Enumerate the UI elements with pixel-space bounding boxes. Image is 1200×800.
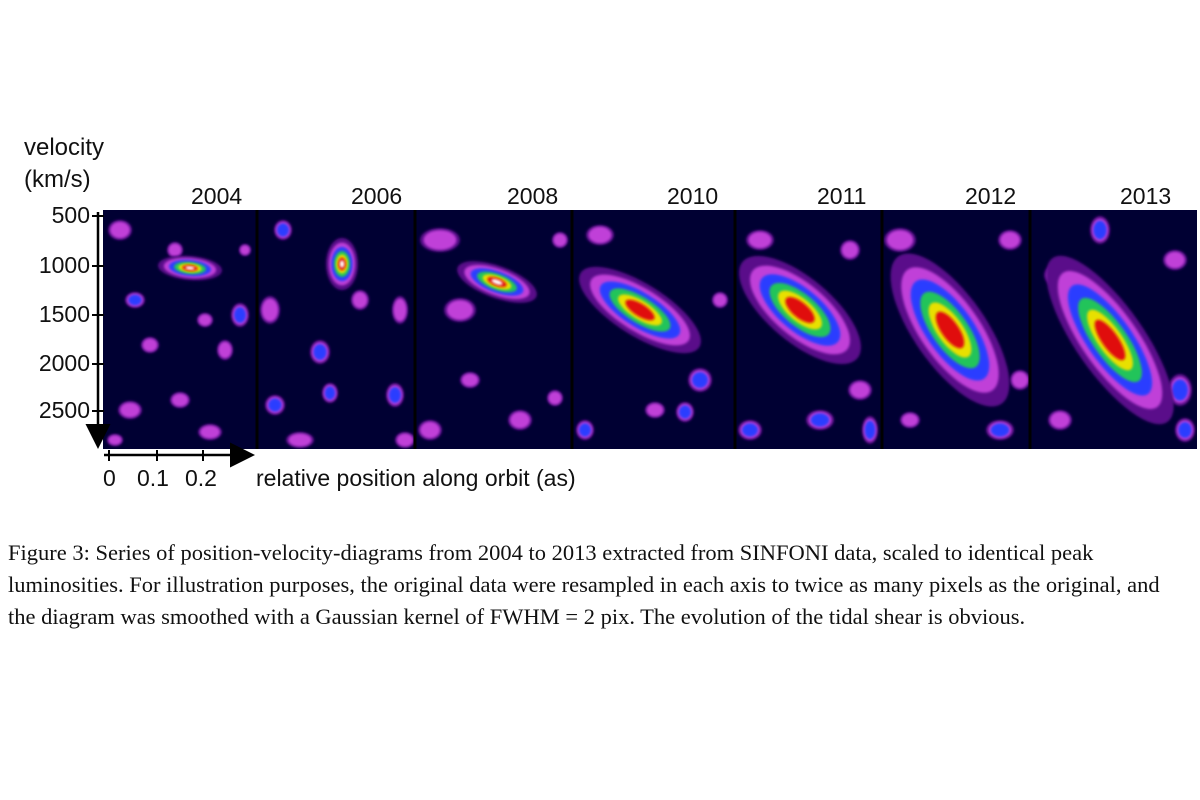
emission-contour xyxy=(461,373,479,387)
emission-contour xyxy=(841,241,859,259)
emission-contour xyxy=(120,402,140,418)
pv-panel xyxy=(572,210,735,449)
emission-contour xyxy=(901,413,919,427)
emission-contour xyxy=(510,411,530,429)
x-tick-label: 0 xyxy=(103,465,116,491)
emission-contour xyxy=(1178,422,1192,438)
emission-contour xyxy=(692,372,708,388)
emission-contour xyxy=(850,381,870,399)
emission-contour xyxy=(313,344,327,360)
emission-contour xyxy=(579,423,591,437)
pv-panel xyxy=(735,210,882,449)
y-tick-marks xyxy=(92,215,104,412)
emission-contour xyxy=(1165,251,1185,269)
emission-contour xyxy=(171,393,189,407)
emission-contour xyxy=(108,435,122,445)
y-axis-label-line1: velocity xyxy=(24,134,105,161)
emission-contour xyxy=(625,299,655,321)
y-tick-label: 2000 xyxy=(38,350,90,376)
emission-contour xyxy=(864,420,876,440)
emission-contour xyxy=(1172,379,1188,401)
emission-contour xyxy=(1093,220,1107,240)
y-tick-label: 1500 xyxy=(38,301,90,327)
emission-contour xyxy=(423,230,457,250)
emission-contour xyxy=(420,421,440,439)
emission-contour xyxy=(168,243,182,257)
emission-contour xyxy=(1000,231,1020,249)
emission-contour xyxy=(886,230,914,250)
emission-contour xyxy=(185,266,195,270)
emission-contour xyxy=(491,279,503,285)
x-tick-label: 0.1 xyxy=(137,465,169,491)
emission-contour xyxy=(935,311,965,349)
panel-year-label: 2008 xyxy=(507,183,559,209)
emission-contour xyxy=(785,297,815,323)
pv-panel xyxy=(1030,210,1197,449)
emission-contour xyxy=(1094,319,1126,361)
emission-contour xyxy=(810,413,830,427)
emission-contour xyxy=(396,433,414,447)
panel-year-label: 2006 xyxy=(351,183,403,209)
emission-contour xyxy=(446,300,474,320)
emission-contour xyxy=(142,338,158,352)
emission-contour xyxy=(713,293,727,307)
panel-year-label: 2012 xyxy=(965,183,1017,209)
x-tick-label: 0.2 xyxy=(185,465,217,491)
emission-contour xyxy=(990,423,1010,437)
emission-contour xyxy=(218,341,232,359)
emission-contour xyxy=(742,423,758,437)
panel-year-label: 2004 xyxy=(191,183,243,209)
emission-contour xyxy=(234,307,246,323)
emission-contour xyxy=(261,298,279,322)
emission-contour xyxy=(268,398,282,412)
emission-contour xyxy=(110,221,130,239)
emission-contour xyxy=(277,223,289,237)
pv-panel xyxy=(415,210,572,449)
panel-year-label: 2010 xyxy=(667,183,719,209)
emission-contour xyxy=(324,386,336,400)
panel-year-label: 2013 xyxy=(1120,183,1172,209)
y-tick-label: 1000 xyxy=(38,252,90,278)
y-tick-label: 2500 xyxy=(38,397,90,423)
y-tick-label: 500 xyxy=(51,202,90,228)
emission-contour xyxy=(339,260,345,268)
emission-contour xyxy=(393,298,407,322)
figure-caption: Figure 3: Series of position-velocity-di… xyxy=(8,540,1160,629)
emission-contour xyxy=(748,231,772,249)
emission-contour xyxy=(352,291,368,309)
pv-panel xyxy=(882,210,1030,449)
emission-contour xyxy=(389,387,401,403)
emission-contour xyxy=(198,314,212,326)
emission-contour xyxy=(288,433,312,447)
emission-contour xyxy=(553,233,567,247)
emission-contour xyxy=(128,294,142,306)
emission-contour xyxy=(240,245,250,255)
emission-contour xyxy=(1011,371,1029,389)
emission-contour xyxy=(588,226,612,244)
x-tick-marks xyxy=(108,450,204,461)
pv-panel xyxy=(103,210,257,449)
emission-contour xyxy=(679,405,691,419)
emission-contour xyxy=(548,391,562,405)
position-velocity-panels xyxy=(85,210,1197,468)
panel-year-label: 2011 xyxy=(817,183,867,209)
emission-contour xyxy=(646,403,664,417)
emission-contour xyxy=(200,425,220,439)
x-axis-label: relative position along orbit (as) xyxy=(256,465,576,491)
emission-contour xyxy=(1050,411,1070,429)
y-axis-label-line2: (km/s) xyxy=(24,166,91,193)
figure: velocity (km/s) 500 1000 1500 2000 2500 … xyxy=(24,134,1197,491)
pv-panel xyxy=(257,210,415,449)
